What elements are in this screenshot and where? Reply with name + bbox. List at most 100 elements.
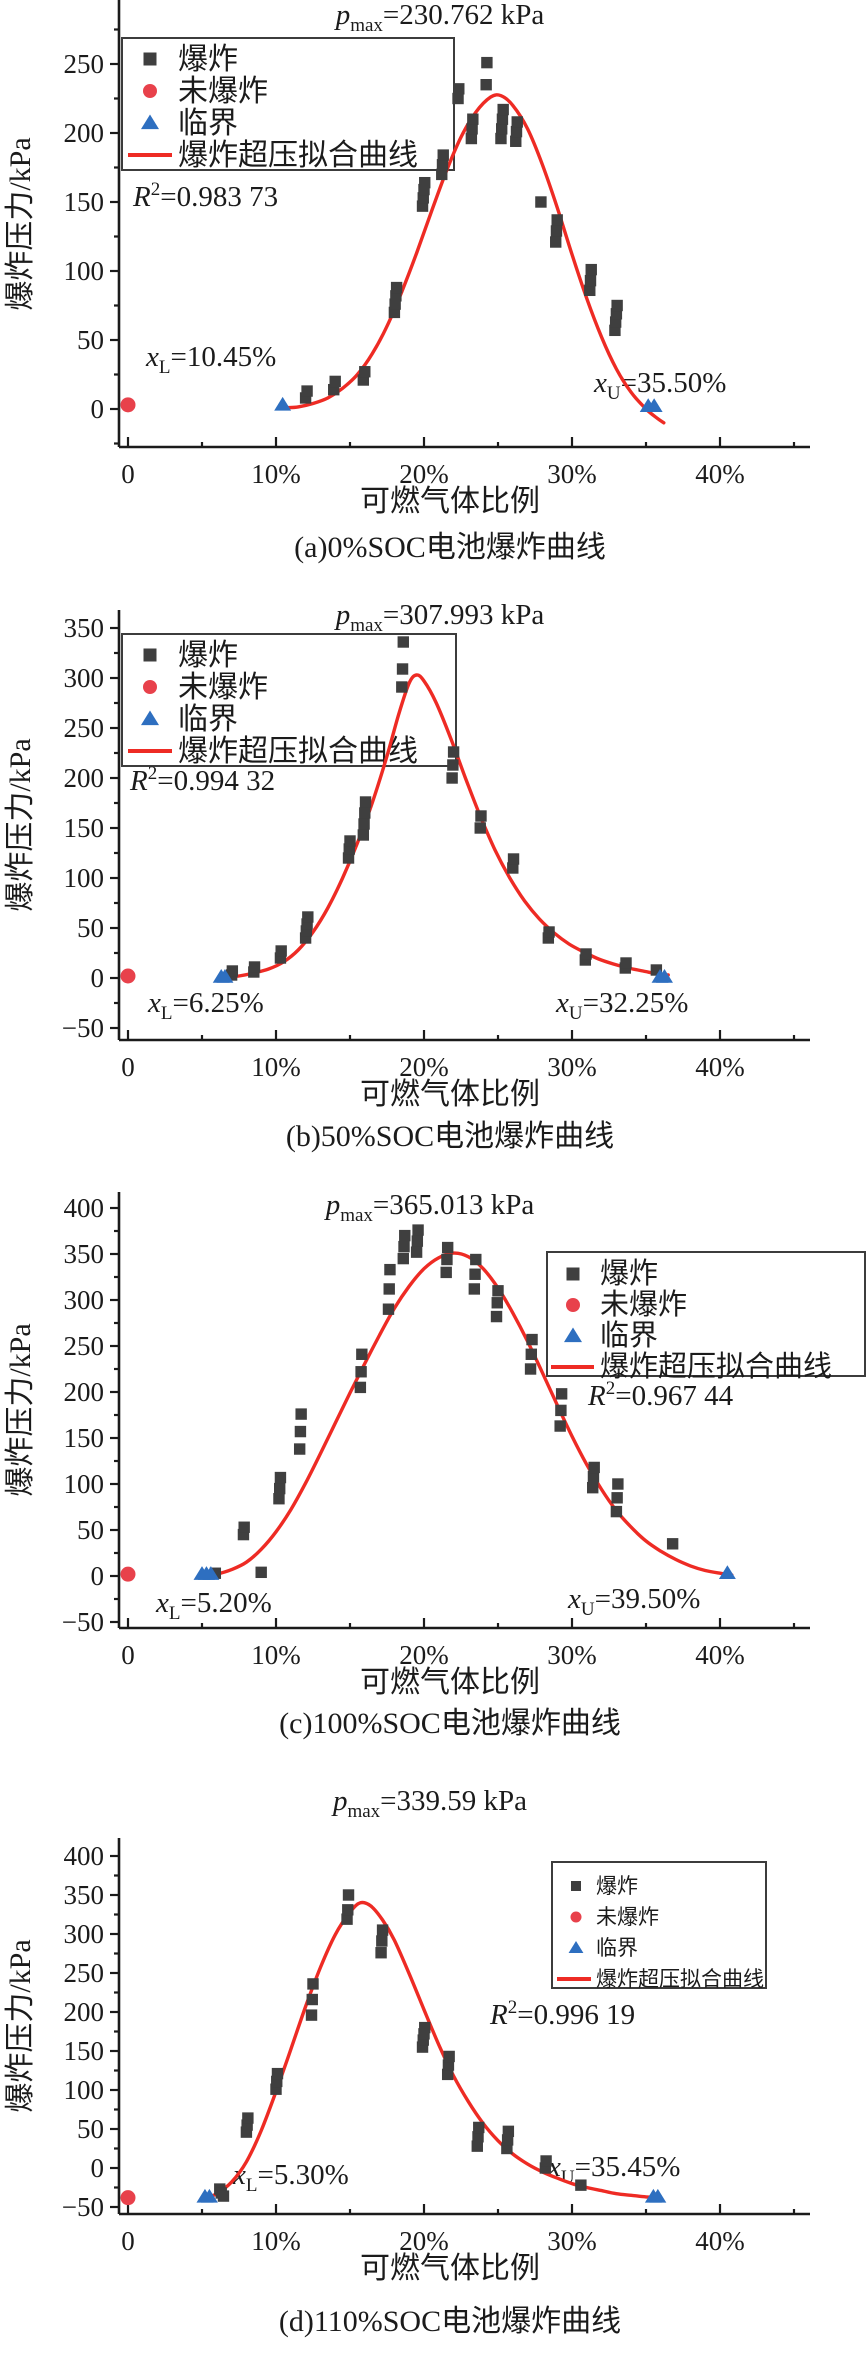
explosion-point bbox=[492, 1285, 504, 1297]
explosion-point bbox=[436, 159, 449, 171]
x-axis-title: 可燃气体比例 bbox=[360, 1078, 540, 1111]
x-tick-label: 30% bbox=[547, 1640, 597, 1670]
explosion-point bbox=[376, 1924, 389, 1936]
pmax-annotation: pmax=230.762 kPa bbox=[334, 0, 545, 36]
legend-label: 爆炸 bbox=[600, 1257, 658, 1290]
explosion-point bbox=[555, 1388, 568, 1400]
explosion-point bbox=[620, 957, 632, 969]
explosion-point bbox=[301, 918, 313, 930]
explosion-point bbox=[375, 1947, 387, 1959]
explosion-point bbox=[255, 1566, 267, 1579]
explosion-point bbox=[302, 911, 314, 923]
chart-a: 0 10% 20% 30% 40% 0 50 100 150 200 250 爆炸压力/kPa 可燃气体… bbox=[4, 0, 810, 564]
legend-label: 临界 bbox=[596, 1936, 638, 1960]
explosion-point bbox=[294, 1425, 307, 1438]
legend-triangle-icon bbox=[563, 1327, 583, 1343]
explosion-point bbox=[542, 932, 555, 944]
explosion-point bbox=[416, 2041, 429, 2053]
explosion-point bbox=[412, 1224, 424, 1236]
y-tick-label: 350 bbox=[64, 613, 105, 643]
chart-b: 0 10% 20% 30% 40% −50 0 50 100 150 200 250 300 350 爆炸压… bbox=[4, 599, 810, 1153]
legend-label: 未爆炸 bbox=[178, 671, 268, 704]
explosion-point bbox=[452, 92, 464, 105]
explosion-point bbox=[271, 2067, 284, 2080]
explosion-point bbox=[443, 2050, 455, 2063]
critical-point bbox=[202, 1566, 220, 1580]
y-tick-label: 250 bbox=[64, 713, 105, 743]
explosion-point bbox=[271, 2075, 283, 2088]
legend-circle-icon bbox=[143, 680, 157, 694]
y-tick-label: −50 bbox=[62, 1013, 104, 1043]
fit-curve bbox=[203, 1251, 734, 1578]
explosion-point bbox=[301, 385, 313, 397]
critical-point bbox=[718, 1565, 736, 1579]
explosion-point bbox=[411, 1235, 424, 1247]
explosion-point bbox=[342, 1904, 354, 1916]
explosion-point bbox=[587, 1470, 600, 1483]
critical-point bbox=[649, 2188, 667, 2203]
y-axis-title: 爆炸压力/kPa bbox=[4, 137, 37, 310]
explosion-point bbox=[388, 306, 401, 319]
explosion-point bbox=[399, 1229, 411, 1242]
legend-label: 临界 bbox=[178, 703, 238, 736]
explosion-point bbox=[588, 1461, 600, 1474]
explosion-point bbox=[447, 746, 460, 758]
critical-point bbox=[274, 396, 292, 411]
explosion-point bbox=[554, 1420, 566, 1432]
lower-limit-annotation: xL=5.20% bbox=[155, 1587, 272, 1624]
pmax-annotation: pmax=365.013 kPa bbox=[324, 1189, 535, 1226]
explosion-point bbox=[550, 236, 562, 248]
y-tick-label: 50 bbox=[77, 913, 104, 943]
explosion-point bbox=[496, 113, 509, 125]
explosion-point bbox=[525, 1348, 537, 1360]
legend-triangle-icon bbox=[140, 710, 160, 726]
y-tick-label: 300 bbox=[64, 1919, 105, 1949]
explosion-point bbox=[501, 2134, 514, 2146]
legend-square-icon bbox=[566, 1267, 580, 1281]
explosion-point bbox=[359, 807, 371, 819]
y-axis-title: 爆炸压力/kPa bbox=[4, 1939, 37, 2112]
y-tick-label: 50 bbox=[77, 2114, 104, 2144]
explosion-point bbox=[472, 2131, 484, 2143]
y-tick-label: 150 bbox=[64, 2036, 105, 2066]
y-axis-title: 爆炸压力/kPa bbox=[4, 1323, 37, 1496]
explosion-point bbox=[307, 1978, 319, 1990]
x-tick-label: 30% bbox=[547, 1052, 597, 1082]
explosion-point bbox=[299, 932, 312, 944]
explosion-point bbox=[468, 1283, 481, 1295]
y-tick-label: 50 bbox=[77, 1515, 104, 1545]
y-tick-label: 250 bbox=[64, 1958, 105, 1988]
critical-point bbox=[216, 969, 234, 983]
critical-points bbox=[196, 2188, 667, 2203]
subplot-caption: (d)110%SOC电池爆炸曲线 bbox=[279, 2305, 621, 2338]
explosion-point bbox=[329, 375, 341, 388]
legend-label: 爆炸 bbox=[178, 43, 238, 76]
explosion-point bbox=[526, 1333, 538, 1346]
y-tick-label: 300 bbox=[64, 663, 105, 693]
explosion-point bbox=[511, 116, 523, 128]
explosion-point bbox=[419, 2021, 431, 2034]
explosion-point bbox=[510, 125, 523, 138]
explosion-point bbox=[491, 1297, 503, 1309]
explosion-point bbox=[496, 123, 508, 135]
y-tick-label: −50 bbox=[62, 1607, 104, 1637]
legend-box bbox=[121, 37, 455, 171]
subplot-caption: (b)50%SOC电池爆炸曲线 bbox=[286, 1120, 614, 1153]
explosion-point bbox=[551, 214, 563, 226]
explosion-point bbox=[666, 1538, 679, 1550]
y-tick-label: 400 bbox=[64, 1841, 105, 1871]
x-tick-label: 10% bbox=[251, 1052, 301, 1082]
critical-point bbox=[645, 398, 663, 412]
legend-circle-icon bbox=[566, 1298, 580, 1312]
legend-triangle-icon bbox=[140, 114, 160, 130]
explosion-point bbox=[417, 192, 429, 204]
critical-points bbox=[193, 1565, 736, 1580]
explosion-point bbox=[299, 392, 312, 404]
explosion-point bbox=[501, 2142, 513, 2155]
y-tick-label: 350 bbox=[64, 1880, 105, 1910]
pmax-annotation: pmax=339.59 kPa bbox=[331, 1785, 527, 1822]
explosion-point bbox=[384, 1263, 396, 1276]
explosion-point bbox=[469, 1268, 481, 1280]
